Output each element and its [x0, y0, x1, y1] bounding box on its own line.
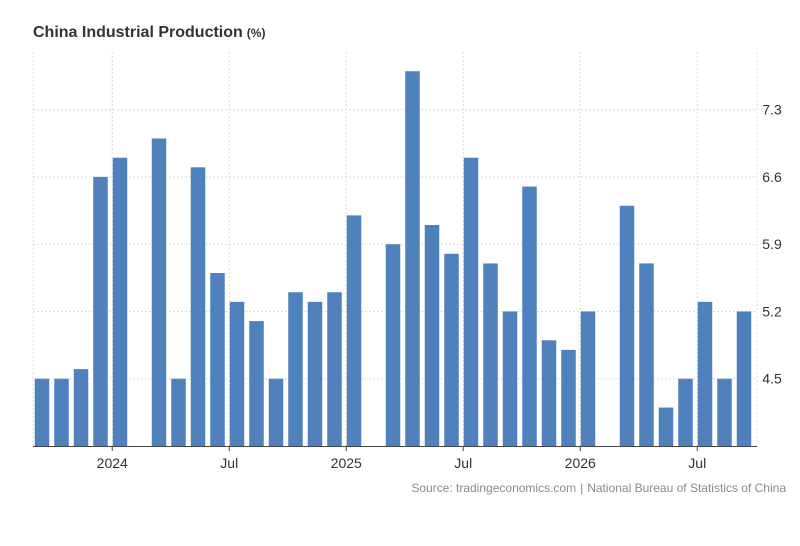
- bar-2024-06: [210, 273, 225, 446]
- source-separator: |: [580, 481, 584, 495]
- bar-2026-09: [736, 311, 752, 446]
- source-provider: tradingeconomics.com: [456, 481, 577, 495]
- bar-2024-07: [229, 301, 245, 446]
- source-note: Source: tradingeconomics.com | National Bu…: [411, 481, 786, 495]
- bar-2026-03: [619, 205, 635, 446]
- chart-title: China Industrial Production (%): [33, 24, 265, 42]
- bar-2024-09: [268, 378, 284, 446]
- y-tick-label: 4.5: [762, 371, 782, 387]
- x-tick-label: 2024: [97, 455, 128, 471]
- bar-2025-05: [424, 224, 440, 446]
- bar-2024-10: [288, 292, 303, 446]
- chart-unit: (%): [246, 26, 266, 40]
- bar-2025-08: [483, 263, 498, 446]
- x-tick-label: Jul: [454, 455, 472, 471]
- bar-2025-04: [405, 71, 420, 446]
- bar-2026-04: [639, 263, 654, 446]
- bar-2026-08: [717, 378, 732, 446]
- bar-2025-06: [444, 253, 459, 446]
- bar-2023-10: [54, 378, 69, 446]
- bar-2025-11: [541, 340, 557, 446]
- bar-2025-01: [346, 215, 362, 446]
- chart-title-text: China Industrial Production: [33, 24, 243, 41]
- bar-2024-04: [171, 378, 186, 446]
- x-tick-label: 2026: [565, 455, 596, 471]
- bar-2025-03: [385, 244, 401, 446]
- x-tick-label: 2025: [331, 455, 362, 471]
- bar-2026-01: [580, 311, 596, 446]
- bar-2025-12: [561, 349, 576, 446]
- bar-2025-07: [463, 157, 479, 446]
- x-tick-label: Jul: [220, 455, 238, 471]
- y-tick-label: 5.9: [762, 236, 782, 252]
- bar-2023-11: [73, 369, 89, 446]
- x-tick-label: Jul: [688, 455, 706, 471]
- y-tick-label: 7.3: [762, 102, 782, 118]
- bar-2025-10: [522, 186, 537, 446]
- y-tick-label: 6.6: [762, 169, 782, 185]
- bar-2025-09: [502, 311, 518, 446]
- bar-2023-12: [93, 176, 108, 447]
- bars: [34, 71, 752, 447]
- bar-2023-09: [34, 378, 50, 446]
- bar-2024-05: [190, 167, 206, 446]
- source-agency: National Bureau of Statistics of China: [587, 481, 786, 495]
- bar-2026-05: [658, 407, 674, 446]
- bar-2026-06: [678, 378, 693, 446]
- y-tick-label: 5.2: [762, 303, 782, 319]
- bar-2024-12: [327, 292, 342, 446]
- bar-2024-08: [249, 321, 264, 446]
- bar-2024-01: [112, 157, 128, 446]
- bar-2024-03: [151, 138, 167, 447]
- bar-2024-11: [307, 301, 323, 446]
- bar-2026-07: [697, 301, 713, 446]
- axes: 4.5 5.2 5.9 6.6 7.3 2024 Jul 2025 Jul 2026 Jul: [33, 102, 782, 471]
- source-label: Source:: [411, 481, 457, 495]
